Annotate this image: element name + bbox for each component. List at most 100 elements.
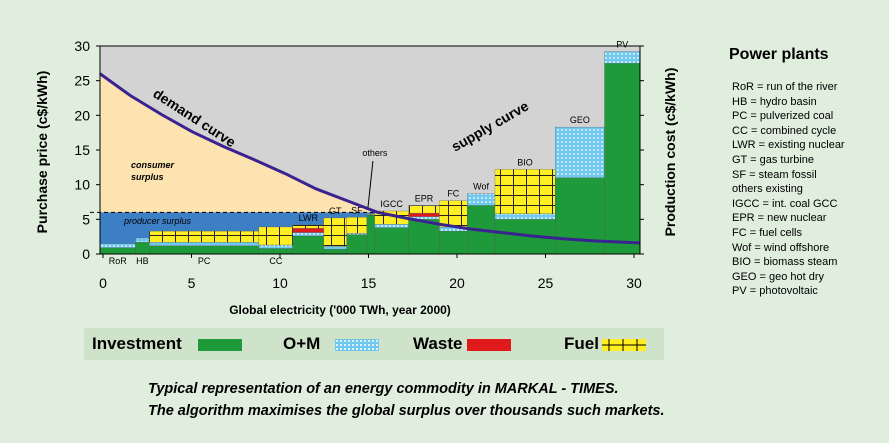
x-axis-title: Global electricity ('000 TWh, year 2000) <box>229 303 451 317</box>
y-axis-title-left: Purchase price (c$/kWh) <box>34 71 50 234</box>
bar-investment-igcc <box>374 227 409 255</box>
bar-om-cc <box>258 244 294 249</box>
power-plant-entry: EPR = new nuclear <box>732 212 827 225</box>
bar-om-lwr <box>292 232 324 237</box>
bar-fuel-cc <box>258 226 294 246</box>
plant-label-hb: HB <box>136 256 149 266</box>
bar-om-hb <box>135 237 150 243</box>
y-tick-label: 10 <box>74 177 90 193</box>
plant-label-pc: PC <box>198 256 211 266</box>
power-plant-entry: IGCC = int. coal GCC <box>732 197 838 210</box>
demand-curve <box>99 72 641 245</box>
bar-om-ror <box>99 243 136 248</box>
annotation-producer-surplus: producer surplus <box>123 216 192 226</box>
plant-label-ror: RoR <box>109 256 128 266</box>
bar-investment-gt <box>323 248 348 255</box>
bar-om-bio <box>494 213 556 220</box>
legend-label-om: O+M <box>283 334 321 353</box>
x-tick-label: 10 <box>272 275 288 291</box>
bar-waste-lwr <box>292 228 324 233</box>
caption-line-1: Typical representation of an energy comm… <box>148 381 619 397</box>
bar-investment-sf <box>346 234 368 255</box>
y-tick-label: 25 <box>74 73 90 89</box>
y-tick-label: 20 <box>74 107 90 123</box>
bar-investment-hb <box>135 242 150 255</box>
x-tick-label: 15 <box>361 275 377 291</box>
bar-investment-lwr <box>292 235 324 255</box>
legend-label-waste: Waste <box>413 334 463 353</box>
bar-om-wof <box>467 193 496 206</box>
x-tick-label: 25 <box>538 275 554 291</box>
plant-label-geo: GEO <box>570 115 590 125</box>
cost-legend: Investment O+M Waste Fuel <box>84 328 664 360</box>
bar-om-igcc <box>374 224 409 228</box>
bar-om-pv <box>604 51 641 64</box>
annotation-consumer-surplus: consumer <box>131 160 175 170</box>
plant-label-igcc: IGCC <box>380 199 403 209</box>
bar-investment-cc <box>258 248 294 255</box>
bar-fuel-gt <box>323 217 348 247</box>
power-plant-entry: Wof = wind offshore <box>732 241 830 254</box>
bar-investment-geo <box>554 177 605 255</box>
consumer-surplus-area <box>100 73 378 213</box>
x-tick-label: 5 <box>188 275 196 291</box>
y-tick-label: 5 <box>82 211 90 227</box>
x-tick-label: 30 <box>626 275 642 291</box>
bar-om-pc <box>149 242 260 246</box>
plant-label-bio: BIO <box>517 157 533 167</box>
power-plant-entry: HB = hydro basin <box>732 95 817 108</box>
y-tick-label: 30 <box>74 38 90 54</box>
power-plant-entry: BIO = biomass steam <box>732 256 838 269</box>
power-plant-entry: others existing <box>732 183 803 196</box>
x-tick-label: 0 <box>99 275 107 291</box>
legend-swatch-om <box>335 339 379 351</box>
bar-fuel-others <box>366 214 375 216</box>
annotation-consumer-surplus-line2: surplus <box>131 172 164 182</box>
bar-fuel-pc <box>149 230 260 243</box>
y-tick-label: 0 <box>82 246 90 262</box>
plant-label-others: others <box>362 148 388 158</box>
power-plant-entry: SF = steam fossil <box>732 168 817 181</box>
power-plant-entry: PC = pulverized coal <box>732 110 834 123</box>
bar-fuel-sf <box>346 217 368 234</box>
plant-label-wof: Wof <box>473 182 489 192</box>
legend-swatch-fuel <box>602 339 646 351</box>
plant-label-epr: EPR <box>415 193 434 203</box>
caption-line-2: The algorithm maximises the global surpl… <box>148 403 665 419</box>
bar-om-gt <box>323 246 348 250</box>
legend-swatch-waste <box>467 339 511 351</box>
others-pointer <box>367 160 374 209</box>
y-tick-label: 15 <box>74 142 90 158</box>
legend-label-fuel: Fuel <box>564 334 599 353</box>
power-plant-entry: GEO = geo hot dry <box>732 270 825 283</box>
bar-investment-pv <box>604 63 641 255</box>
power-plant-entry: GT = gas turbine <box>732 153 815 166</box>
y-axis-title-right: Production cost (c$/kWh) <box>662 68 678 237</box>
bar-investment-pc <box>149 245 260 255</box>
power-plant-entry: FC = fuel cells <box>732 226 802 239</box>
plant-label-cc: CC <box>269 256 282 266</box>
bar-fuel-bio <box>494 169 556 214</box>
plant-label-gt: GT <box>329 206 342 216</box>
plant-label-lwr: LWR <box>299 213 319 223</box>
plant-label-fc: FC <box>447 189 459 199</box>
bar-fuel-fc <box>439 200 468 228</box>
bar-om-geo <box>554 126 605 178</box>
bar-investment-ror <box>99 247 136 255</box>
legend-label-investment: Investment <box>92 334 182 353</box>
bar-investment-others <box>366 215 375 255</box>
power-plant-entry: RoR = run of the river <box>732 81 838 93</box>
power-plants-title: Power plants <box>729 46 829 63</box>
bar-fuel-lwr <box>292 224 324 229</box>
bar-investment-fc <box>439 230 468 255</box>
x-tick-label: 20 <box>449 275 465 291</box>
power-plant-entry: PV = photovoltaic <box>732 285 818 298</box>
power-plant-entry: LWR = existing nuclear <box>732 139 845 152</box>
plant-label-sf: SF <box>351 205 363 215</box>
bar-fuel-epr <box>408 205 440 214</box>
stepped-cost-chart: RoR HB PC CC LWR GT SF others IGCC EPR FC Wof BIO GEO… <box>34 38 678 317</box>
power-plant-entry: CC = combined cycle <box>732 124 837 137</box>
bar-om-sf <box>346 233 368 235</box>
power-plants-list: RoR = run of the river HB = hydro basin PC… <box>732 80 845 299</box>
legend-swatch-investment <box>198 339 242 351</box>
